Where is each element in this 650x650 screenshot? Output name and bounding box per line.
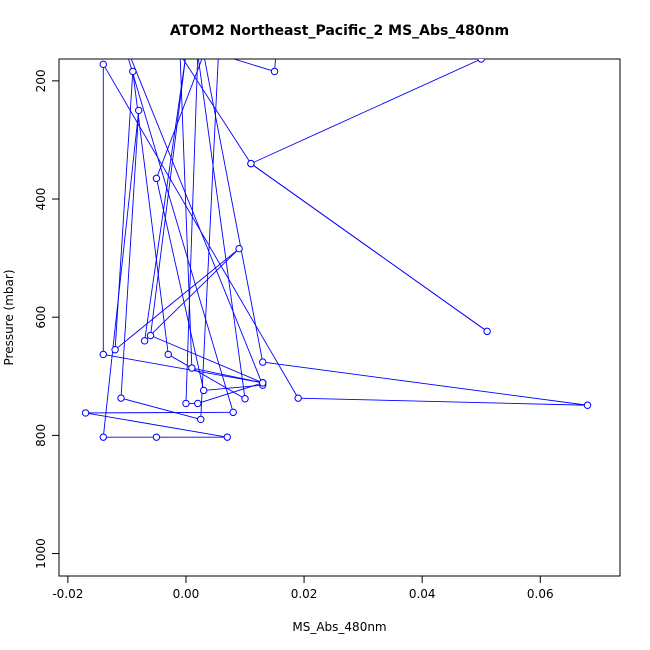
data-point xyxy=(194,399,202,408)
x-tick-label: 0.02 xyxy=(291,587,318,601)
series-line-segment xyxy=(120,110,140,399)
series-line-segment xyxy=(197,59,246,399)
series-line-segment xyxy=(168,354,246,400)
data-point xyxy=(195,51,201,57)
series-line-segment xyxy=(144,59,186,341)
data-point xyxy=(129,67,137,76)
data-point xyxy=(235,244,243,253)
series-line-segment xyxy=(191,367,263,384)
data-point xyxy=(200,51,206,57)
data-point xyxy=(270,67,279,76)
data-point xyxy=(199,386,208,395)
series-line-segment xyxy=(185,59,199,404)
data-point xyxy=(99,433,107,441)
data-point xyxy=(259,379,267,387)
series-line-segment xyxy=(197,382,263,404)
series-lines xyxy=(85,59,588,438)
series-line-segment xyxy=(114,248,240,351)
data-point xyxy=(477,59,485,63)
data-point xyxy=(146,331,155,340)
y-tick-label: 200 xyxy=(34,69,48,92)
x-tick-label: 0.06 xyxy=(527,587,554,601)
series-line-segment xyxy=(130,59,264,386)
data-point xyxy=(117,394,125,402)
data-point xyxy=(583,401,592,409)
data-point xyxy=(294,394,302,402)
x-axis-label: MS_Abs_480nm xyxy=(292,620,386,634)
series-line-segment xyxy=(250,59,482,164)
series-line-segment xyxy=(274,59,276,72)
data-point xyxy=(483,327,491,336)
series-line-segment xyxy=(102,64,299,399)
data-point xyxy=(247,159,255,168)
data-point xyxy=(111,346,119,354)
series-line-segment xyxy=(232,59,275,72)
series-line-segment xyxy=(114,71,134,350)
y-axis: 200 400 600 800 1000 xyxy=(34,69,60,569)
series-line-segment xyxy=(182,59,252,164)
y-tick-label: 400 xyxy=(34,188,48,211)
y-axis-label: Pressure (mbar) xyxy=(2,269,16,365)
series-line-segment xyxy=(128,59,234,413)
series-line-segment xyxy=(156,59,203,179)
data-point xyxy=(182,399,190,408)
data-point xyxy=(229,408,237,417)
series-points xyxy=(81,51,592,441)
x-tick-label: 0.00 xyxy=(173,587,200,601)
data-point xyxy=(135,106,143,115)
series-line-segment xyxy=(144,248,240,342)
data-point xyxy=(241,395,249,403)
x-axis: -0.02 0.00 0.02 0.04 0.06 xyxy=(52,575,554,601)
data-point xyxy=(259,358,267,366)
data-point xyxy=(188,364,196,372)
data-point xyxy=(152,174,161,183)
plot-area xyxy=(81,51,592,441)
series-line-segment xyxy=(250,163,488,332)
series-line-segment xyxy=(103,353,263,384)
series-line-segment xyxy=(150,335,263,384)
series-line-segment xyxy=(262,361,588,406)
series-line-segment xyxy=(132,71,169,355)
plot-frame xyxy=(58,58,621,577)
y-tick-label: 600 xyxy=(34,306,48,329)
series-line-segment xyxy=(85,412,228,438)
data-point xyxy=(99,60,107,69)
data-point xyxy=(164,350,172,359)
x-tick-label: -0.02 xyxy=(52,587,83,601)
series-line-segment xyxy=(298,397,588,406)
data-point xyxy=(177,51,183,57)
series-line-segment xyxy=(179,59,193,369)
series-line-segment xyxy=(102,110,140,438)
y-tick-label: 1000 xyxy=(34,538,48,569)
chart-title: ATOM2 Northeast_Pacific_2 MS_Abs_480nm xyxy=(170,23,509,39)
series-line-segment xyxy=(150,59,186,336)
data-point xyxy=(81,409,90,417)
data-point xyxy=(215,51,221,57)
series-line-segment xyxy=(85,411,234,414)
data-point xyxy=(197,415,205,424)
data-point xyxy=(152,433,161,441)
x-tick-label: 0.04 xyxy=(409,587,436,601)
y-tick-label: 800 xyxy=(34,424,48,447)
series-line-segment xyxy=(120,397,201,420)
data-point xyxy=(140,337,149,345)
data-point xyxy=(183,51,189,57)
data-point xyxy=(99,350,107,359)
data-point xyxy=(223,433,232,441)
series-line-segment xyxy=(155,178,205,391)
